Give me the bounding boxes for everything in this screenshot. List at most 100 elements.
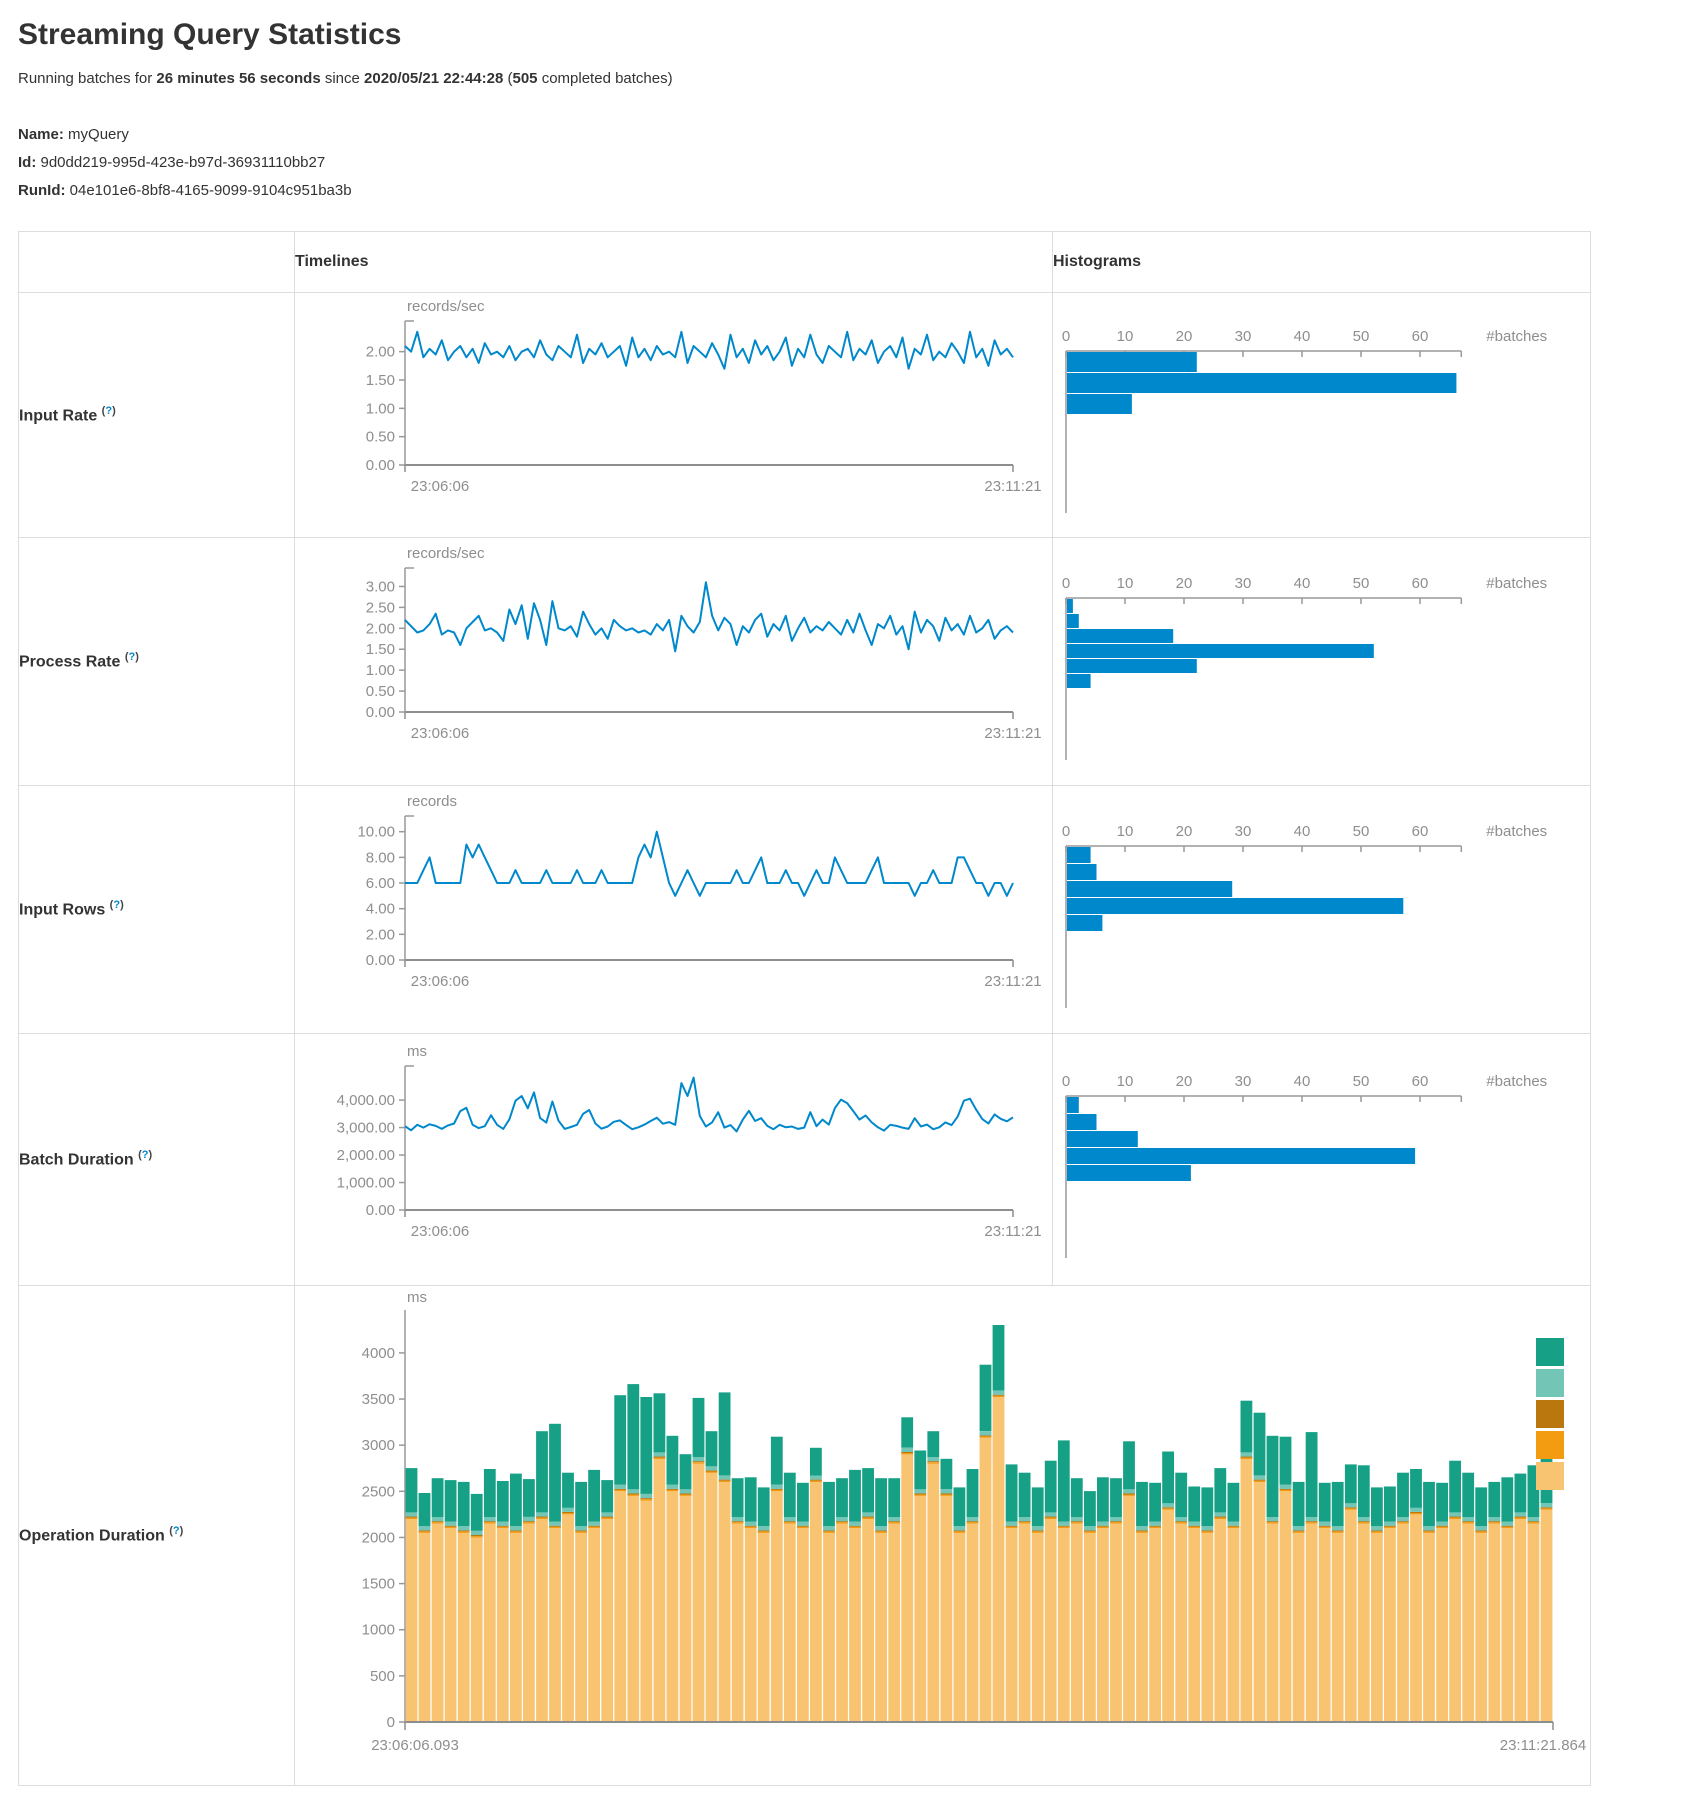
svg-text:2000: 2000 [362,1529,395,1546]
legend-swatch-orange[interactable] [1536,1431,1564,1459]
input-rows-timeline-chart[interactable]: records 10.00 8.00 6.00 4.00 2.00 0.00 23:06:06… [295,790,1051,1030]
svg-text:2,000.00: 2,000.00 [337,1147,395,1164]
operation-duration-legend [1536,1338,1564,1493]
svg-text:2500: 2500 [362,1483,395,1500]
batch-duration-histogram-chart[interactable]: 0 10 20 30 40 50 60 #batches [1053,1040,1589,1280]
svg-text:2.00: 2.00 [366,344,395,361]
svg-text:23:11:21: 23:11:21 [984,973,1041,990]
svg-text:1500: 1500 [362,1575,395,1592]
svg-text:60: 60 [1412,1073,1429,1090]
svg-text:10: 10 [1117,823,1134,840]
svg-text:10: 10 [1117,328,1134,345]
svg-text:0: 0 [387,1714,395,1731]
svg-text:0: 0 [1062,328,1070,345]
operation-duration-label: Operation Duration [19,1527,165,1545]
svg-text:0.00: 0.00 [366,704,395,721]
input-rows-help-icon[interactable]: (?) [109,899,124,912]
svg-text:0.00: 0.00 [366,1202,395,1219]
svg-text:23:11:21: 23:11:21 [984,725,1041,742]
svg-text:20: 20 [1176,328,1193,345]
svg-text:10: 10 [1117,1073,1134,1090]
input-rate-row: Input Rate (?) records/sec 2.00 1.50 1.00 0.… [18,292,1591,538]
input-rate-histogram-chart[interactable]: 0 10 20 30 40 50 60 #batches [1053,295,1589,535]
input-rows-row: Input Rows (?) records 10.00 8.00 6.00 4.00 2… [18,785,1591,1034]
operation-duration-row: Operation Duration (?) ms 4000 3500 3000 250… [18,1285,1591,1786]
corner-header-cell [18,231,295,293]
legend-swatch-teal[interactable] [1536,1369,1564,1397]
svg-text:1.50: 1.50 [366,372,395,389]
histograms-header: Histograms [1052,231,1591,293]
process-rate-label-cell: Process Rate (?) [18,537,295,786]
svg-text:#batches: #batches [1486,328,1547,345]
process-rate-histogram-chart[interactable]: 0 10 20 30 40 50 60 #batches [1053,542,1589,782]
svg-text:23:11:21.864: 23:11:21.864 [1500,1737,1586,1754]
runid-value: 04e101e6-8bf8-4165-9099-9104c951ba3b [69,182,352,199]
svg-text:23:06:06.093: 23:06:06.093 [371,1737,459,1754]
svg-text:1.00: 1.00 [366,400,395,417]
svg-text:#batches: #batches [1486,823,1547,840]
svg-text:2.00: 2.00 [366,620,395,637]
svg-text:23:06:06: 23:06:06 [411,725,469,742]
query-metadata: Name: myQuery Id: 9d0dd219-995d-423e-b97… [18,121,1675,205]
name-label: Name: [18,126,64,143]
svg-text:60: 60 [1412,823,1429,840]
summary-prefix: Running batches for [18,70,157,87]
svg-text:records/sec: records/sec [407,545,485,562]
operation-duration-stacked-chart[interactable]: ms 4000 3500 3000 2500 2000 1500 1000 500 0 23:06:… [295,1288,1589,1784]
operation-duration-chart-cell: ms 4000 3500 3000 2500 2000 1500 1000 500 0 23:06:… [294,1285,1591,1786]
input-rate-timeline-chart[interactable]: records/sec 2.00 1.50 1.00 0.50 0.00 23:06:06 2… [295,295,1051,535]
batch-duration-timeline-chart[interactable]: ms 4,000.00 3,000.00 2,000.00 1,000.00 0.00 23… [295,1040,1051,1280]
input-rows-label: Input Rows [19,901,106,919]
svg-text:0.50: 0.50 [366,429,395,446]
svg-text:1.00: 1.00 [366,662,395,679]
svg-text:23:06:06: 23:06:06 [411,478,469,495]
process-rate-label: Process Rate [19,653,121,671]
name-value: myQuery [68,126,129,143]
svg-text:10: 10 [1117,575,1134,592]
query-runid-row: RunId: 04e101e6-8bf8-4165-9099-9104c951b… [18,177,1675,205]
svg-text:40: 40 [1294,328,1311,345]
svg-text:#batches: #batches [1486,575,1547,592]
legend-swatch-green[interactable] [1536,1338,1564,1366]
svg-text:60: 60 [1412,575,1429,592]
running-summary: Running batches for 26 minutes 56 second… [18,70,1675,87]
svg-text:4,000.00: 4,000.00 [337,1092,395,1109]
input-rows-label-cell: Input Rows (?) [18,785,295,1034]
query-name-row: Name: myQuery [18,121,1675,149]
summary-mid: since [320,70,365,87]
batch-duration-label-cell: Batch Duration (?) [18,1033,295,1286]
batch-duration-help-icon[interactable]: (?) [138,1149,153,1162]
input-rate-help-icon[interactable]: (?) [101,404,116,417]
legend-swatch-brown[interactable] [1536,1400,1564,1428]
svg-text:30: 30 [1235,1073,1252,1090]
process-rate-help-icon[interactable]: (?) [124,651,139,664]
svg-text:0.00: 0.00 [366,952,395,969]
svg-text:ms: ms [407,1289,427,1306]
svg-text:3000: 3000 [362,1437,395,1454]
operation-duration-label-cell: Operation Duration (?) [18,1285,295,1786]
legend-swatch-tan[interactable] [1536,1462,1564,1490]
svg-text:60: 60 [1412,328,1429,345]
svg-text:30: 30 [1235,575,1252,592]
svg-text:20: 20 [1176,575,1193,592]
svg-text:8.00: 8.00 [366,849,395,866]
table-header-row: Timelines Histograms [18,231,1591,293]
id-value: 9d0dd219-995d-423e-b97d-36931110bb27 [40,154,326,171]
input-rows-histogram-chart[interactable]: 0 10 20 30 40 50 60 #batches [1053,790,1589,1030]
svg-text:2.00: 2.00 [366,926,395,943]
operation-duration-help-icon[interactable]: (?) [169,1525,184,1538]
process-rate-timeline-chart[interactable]: records/sec 3.00 2.50 2.00 1.50 1.00 0.50 0.00 2… [295,542,1051,782]
timelines-header: Timelines [294,231,1053,293]
svg-text:#batches: #batches [1486,1073,1547,1090]
svg-text:50: 50 [1353,575,1370,592]
summary-suffix: completed batches) [537,70,673,87]
svg-text:30: 30 [1235,823,1252,840]
svg-text:4000: 4000 [362,1344,395,1361]
svg-text:0: 0 [1062,823,1070,840]
svg-text:records/sec: records/sec [407,298,485,315]
id-label: Id: [18,154,37,171]
svg-text:3.00: 3.00 [366,578,395,595]
svg-text:500: 500 [370,1667,395,1684]
svg-text:40: 40 [1294,1073,1311,1090]
